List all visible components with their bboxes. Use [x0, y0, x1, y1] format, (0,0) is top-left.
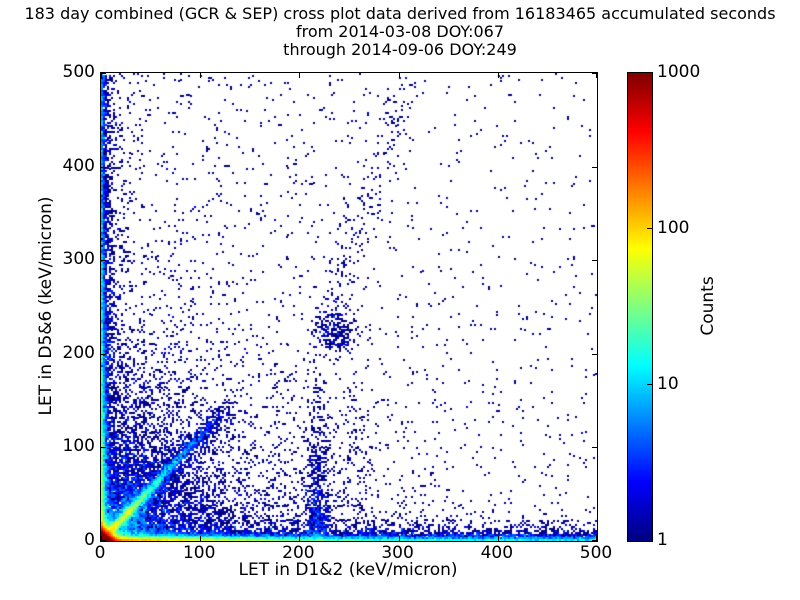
- tick-mark: [592, 260, 597, 261]
- tick-mark: [592, 73, 597, 74]
- tick-mark: [596, 73, 597, 78]
- x-tick-label: 200: [282, 543, 315, 563]
- tick-mark: [101, 536, 102, 541]
- y-tick-label: 200: [62, 342, 95, 363]
- x-tick-label: 400: [480, 543, 514, 563]
- plot-title-line-2: from 2014-03-08 DOY:067: [295, 22, 504, 41]
- tick-mark: [592, 167, 597, 168]
- scatter-density-canvas: [101, 73, 597, 541]
- tick-mark: [498, 73, 499, 78]
- tick-mark: [592, 354, 597, 355]
- tick-mark: [399, 536, 400, 541]
- colorbar-tick-label: 100: [657, 218, 690, 238]
- plot-title-line-1: 183 day combined (GCR & SEP) cross plot …: [24, 4, 776, 23]
- tick-mark: [101, 447, 106, 448]
- tick-mark: [299, 536, 300, 541]
- y-tick-label: 400: [62, 155, 95, 176]
- tick-mark: [101, 540, 106, 541]
- x-axis-label: LET in D1&2 (keV/micron): [238, 560, 458, 580]
- y-axis-label: LET in D5&6 (keV/micron): [36, 196, 56, 416]
- colorbar-tick-mark: [647, 228, 652, 229]
- colorbar-tick-mark: [647, 384, 652, 385]
- tick-mark: [498, 536, 499, 541]
- x-tick-label: 100: [182, 543, 216, 563]
- x-tick-label: 500: [579, 543, 613, 563]
- colorbar-tick-label: 1: [657, 530, 668, 550]
- tick-mark: [596, 536, 597, 541]
- x-tick-label: 300: [381, 543, 414, 563]
- y-tick-label: 300: [62, 249, 95, 270]
- x-tick-label: 0: [94, 543, 106, 563]
- colorbar-tick-label: 1000: [657, 62, 701, 82]
- tick-mark: [101, 167, 106, 168]
- y-tick-label: 100: [62, 436, 95, 457]
- y-tick-label: 0: [84, 530, 95, 550]
- plot-title-line-3: through 2014-09-06 DOY:249: [283, 40, 517, 59]
- tick-mark: [101, 354, 106, 355]
- tick-mark: [101, 73, 102, 78]
- plot-area: [100, 72, 598, 542]
- tick-mark: [592, 447, 597, 448]
- tick-mark: [399, 73, 400, 78]
- tick-mark: [101, 260, 106, 261]
- colorbar: [627, 72, 653, 542]
- plot-title-block: 183 day combined (GCR & SEP) cross plot …: [0, 5, 800, 59]
- tick-mark: [592, 540, 597, 541]
- colorbar-label: Counts: [698, 276, 718, 336]
- tick-mark: [200, 536, 201, 541]
- y-tick-label: 500: [62, 62, 95, 82]
- tick-mark: [101, 73, 106, 74]
- tick-mark: [200, 73, 201, 78]
- colorbar-gradient-canvas: [628, 73, 652, 541]
- tick-mark: [299, 73, 300, 78]
- colorbar-tick-label: 10: [657, 374, 679, 394]
